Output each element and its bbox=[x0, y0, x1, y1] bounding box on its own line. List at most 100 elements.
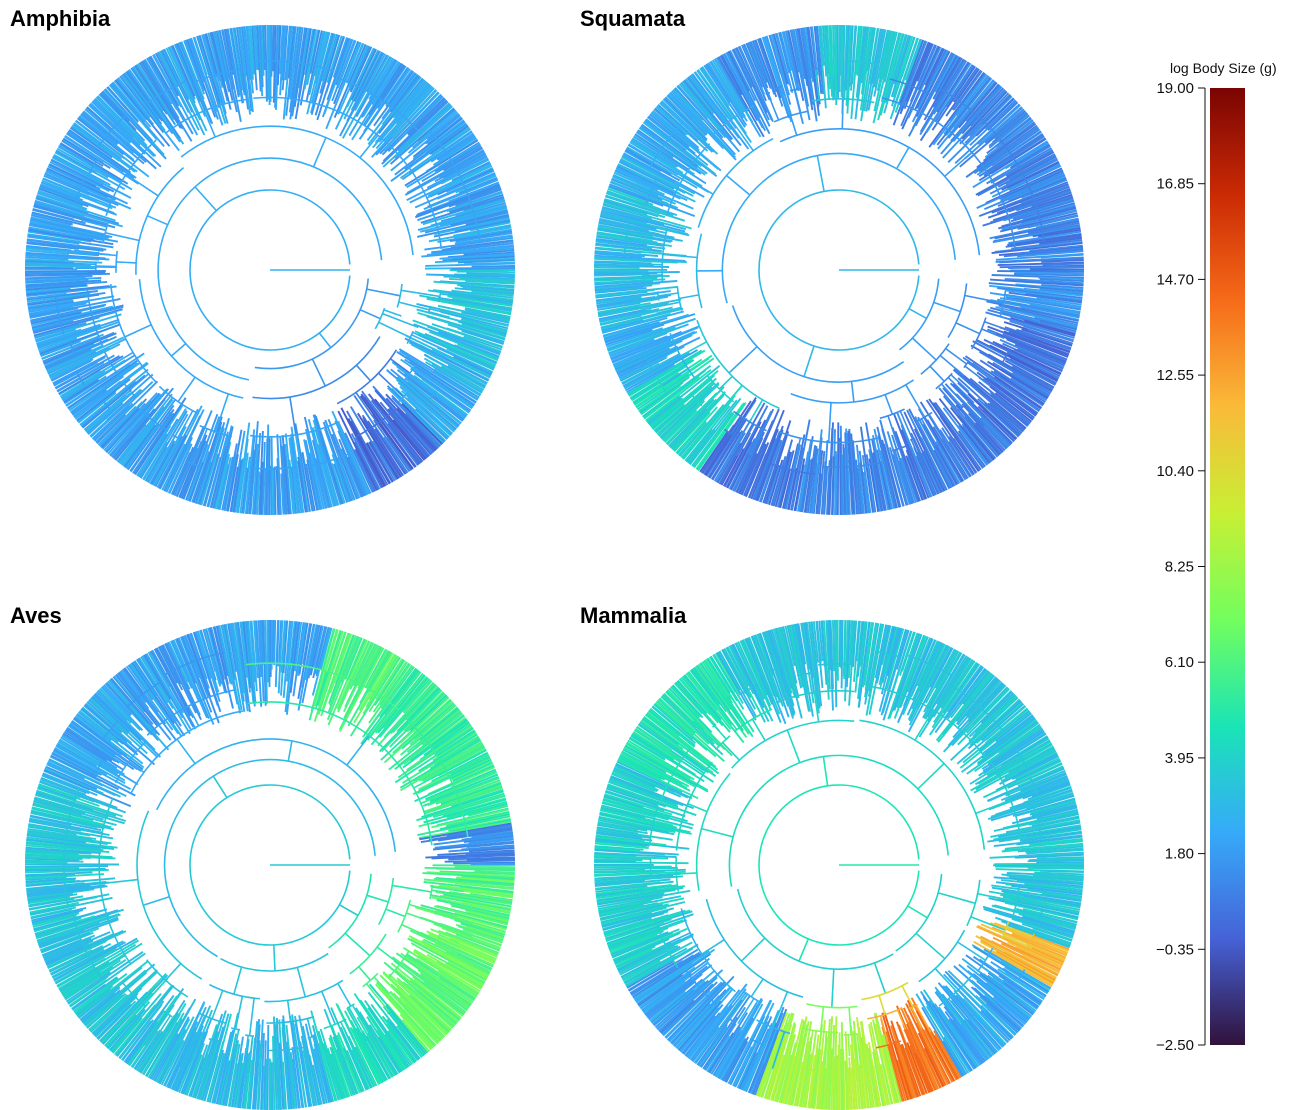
internal-branch bbox=[147, 216, 167, 225]
tree-amphibia bbox=[25, 25, 515, 515]
internal-branch bbox=[934, 302, 961, 311]
internal-branch bbox=[288, 741, 292, 761]
internal-branch bbox=[359, 967, 371, 981]
tip-branch bbox=[840, 438, 841, 515]
internal-arc bbox=[738, 889, 894, 969]
internal-branch bbox=[930, 366, 944, 381]
internal-branch bbox=[946, 349, 967, 364]
tip-branch bbox=[25, 866, 108, 867]
colorbar-tick-label: 16.85 bbox=[1156, 176, 1194, 193]
internal-branch bbox=[702, 940, 724, 955]
tree-mammalia bbox=[594, 620, 1084, 1110]
internal-branch bbox=[98, 254, 116, 256]
internal-branch bbox=[250, 998, 255, 1036]
internal-branch bbox=[386, 909, 405, 916]
tree-squamata bbox=[594, 25, 1084, 515]
internal-arc bbox=[780, 129, 979, 255]
internal-branch bbox=[848, 1035, 849, 1056]
tip-branch bbox=[997, 271, 1084, 272]
tip-branch bbox=[841, 1049, 842, 1110]
tip-branch bbox=[25, 271, 106, 272]
internal-branch bbox=[66, 263, 96, 264]
internal-branch bbox=[643, 275, 662, 276]
internal-branch bbox=[823, 757, 827, 786]
internal-branch bbox=[319, 333, 331, 348]
internal-branch bbox=[817, 155, 824, 191]
colorbar-tick-label: 1.80 bbox=[1165, 846, 1194, 863]
internal-branch bbox=[875, 963, 886, 993]
phylogeny-aves bbox=[25, 620, 515, 1110]
internal-branch bbox=[804, 346, 814, 377]
tip-branch bbox=[1028, 868, 1084, 869]
internal-branch bbox=[339, 905, 358, 916]
internal-arc bbox=[158, 158, 381, 380]
colorbar-tick-label: −0.35 bbox=[1156, 941, 1194, 958]
internal-branch bbox=[701, 829, 733, 837]
internal-arc bbox=[165, 760, 376, 957]
internal-branch bbox=[909, 309, 927, 319]
internal-arc bbox=[231, 1028, 240, 1030]
internal-branch bbox=[908, 906, 928, 918]
internal-branch bbox=[236, 996, 243, 1029]
tip-branch bbox=[1040, 871, 1084, 872]
internal-branch bbox=[714, 726, 726, 740]
internal-branch bbox=[133, 972, 157, 995]
tip-branch bbox=[472, 266, 515, 267]
internal-branch bbox=[879, 995, 885, 1014]
internal-branch bbox=[945, 152, 972, 176]
internal-arc bbox=[82, 219, 83, 223]
internal-branch bbox=[795, 90, 801, 113]
internal-branch bbox=[377, 947, 400, 964]
internal-branch bbox=[297, 967, 305, 997]
internal-branch bbox=[938, 893, 975, 903]
internal-branch bbox=[799, 939, 808, 961]
internal-branch bbox=[787, 730, 800, 763]
internal-branch bbox=[679, 295, 699, 299]
internal-branch bbox=[338, 983, 351, 1006]
tip-branch bbox=[267, 1025, 268, 1110]
tip-branch bbox=[265, 25, 267, 102]
colorbar-tick-label: 3.95 bbox=[1165, 750, 1194, 767]
internal-branch bbox=[902, 986, 913, 1007]
tip-branch bbox=[594, 268, 640, 269]
internal-arc bbox=[844, 1034, 858, 1035]
internal-arc bbox=[157, 739, 396, 852]
tip-branch bbox=[273, 468, 274, 515]
internal-branch bbox=[849, 1007, 851, 1034]
internal-branch bbox=[834, 78, 835, 99]
internal-branch bbox=[742, 938, 765, 961]
tip-branch bbox=[445, 860, 515, 861]
tip-branch bbox=[1036, 862, 1084, 863]
internal-arc bbox=[733, 306, 904, 383]
internal-arc bbox=[722, 153, 955, 303]
tip-branch bbox=[836, 25, 837, 94]
tip-branch bbox=[268, 620, 269, 683]
internal-branch bbox=[829, 403, 831, 443]
tip-branch bbox=[272, 1062, 273, 1110]
internal-branch bbox=[982, 329, 1005, 338]
internal-branch bbox=[360, 310, 380, 319]
internal-arc bbox=[729, 755, 948, 886]
tip-branch bbox=[25, 868, 79, 869]
internal-arc bbox=[375, 308, 384, 329]
internal-branch bbox=[956, 323, 980, 334]
internal-arc bbox=[255, 279, 368, 369]
internal-branch bbox=[940, 356, 964, 376]
internal-branch bbox=[852, 381, 854, 402]
colorbar-tick-label: 6.10 bbox=[1165, 654, 1194, 671]
internal-branch bbox=[379, 322, 411, 337]
internal-branch bbox=[274, 945, 275, 971]
internal-branch bbox=[916, 933, 945, 958]
phylogeny-squamata bbox=[594, 25, 1084, 515]
internal-branch bbox=[723, 743, 740, 761]
tip-branch bbox=[273, 25, 274, 71]
internal-branch bbox=[290, 397, 296, 435]
phylogeny-mammalia bbox=[594, 620, 1084, 1110]
internal-branch bbox=[125, 325, 151, 337]
internal-branch bbox=[367, 289, 401, 296]
colorbar-tick-label: −2.50 bbox=[1156, 1037, 1194, 1054]
internal-branch bbox=[172, 344, 186, 356]
internal-branch bbox=[178, 377, 195, 401]
tip-branch bbox=[1028, 860, 1084, 861]
phylogeny-amphibia bbox=[25, 25, 515, 515]
